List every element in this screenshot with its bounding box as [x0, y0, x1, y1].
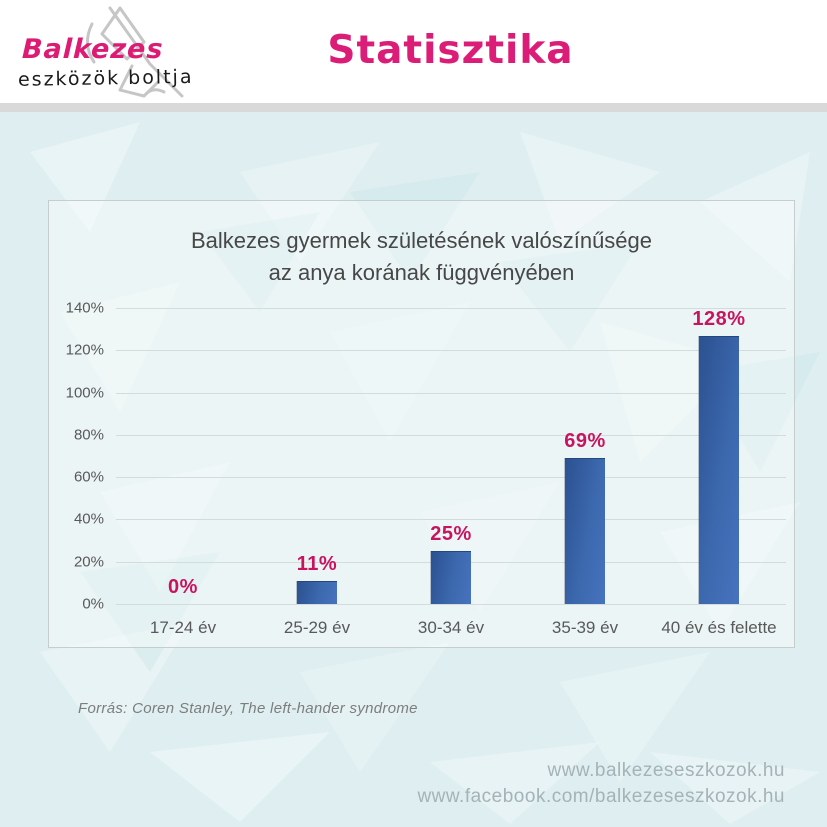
header: Balkezes eszközök boltja Statisztika: [0, 0, 827, 103]
hand-with-pen-sketch-icon: [86, 6, 184, 98]
y-axis-tick: 140%: [65, 299, 104, 317]
y-axis-tick: 20%: [73, 553, 104, 571]
header-divider: [0, 103, 827, 112]
bar-slot: 25%: [384, 308, 518, 604]
gridline: 80%: [74, 426, 786, 443]
gridline: 60%: [74, 469, 786, 486]
y-axis-tick: 40%: [73, 510, 104, 528]
bar-35-39: [565, 458, 605, 604]
bar-25-29: [297, 580, 337, 604]
x-axis-label: 25-29 év: [283, 618, 351, 637]
bar-value-label: 11%: [296, 552, 338, 575]
gridline: 120%: [66, 342, 786, 359]
gridline: 0%: [82, 596, 786, 613]
bar-slot: 11%: [250, 308, 384, 604]
bar-value-label: 69%: [564, 430, 606, 453]
x-axis-label: 30-34 év: [417, 618, 485, 637]
gridline: 140%: [66, 300, 786, 317]
gridline: 40%: [74, 511, 786, 528]
bars-container: 0% 11% 25% 69% 128%: [116, 308, 786, 604]
bar-slot: 128%: [652, 308, 786, 604]
chart-title: Balkezes gyermek születésének valószínűs…: [49, 225, 794, 289]
x-axis-label: 35-39 év: [551, 618, 619, 637]
y-axis-tick: 80%: [73, 426, 104, 444]
gridline: 100%: [66, 384, 786, 401]
footer-url-facebook: www.facebook.com/balkezeseszkozok.hu: [417, 785, 785, 807]
plot-area: 140% 120% 100% 80% 60% 40% 20% 0% 0% 11%…: [66, 300, 786, 613]
bar-slot: 0%: [116, 308, 250, 604]
bar-value-label: 25%: [430, 523, 472, 546]
footer-url-website: www.balkezeseszkozok.hu: [547, 760, 785, 781]
page-title: Statisztika: [327, 28, 574, 73]
chart-panel: Balkezes gyermek születésének valószínűs…: [48, 200, 795, 648]
y-axis-tick: 100%: [65, 384, 104, 402]
y-axis-tick: 0%: [82, 595, 104, 613]
logo: Balkezes eszközök boltja: [14, 4, 234, 102]
chart-title-line2: az anya korának függvényében: [268, 259, 575, 285]
chart-title-line1: Balkezes gyermek születésének valószínűs…: [190, 228, 653, 253]
x-axis-labels: 17-24 év 25-29 év 30-34 év 35-39 év 40 é…: [116, 618, 786, 638]
y-axis-tick: 60%: [73, 468, 104, 486]
x-axis-label: 17-24 év: [149, 618, 217, 637]
bar-slot: 69%: [518, 308, 652, 604]
footer: www.balkezeseszkozok.hu www.facebook.com…: [285, 758, 785, 809]
source-note: Forrás: Coren Stanley, The left-hander s…: [78, 700, 418, 717]
bar-40-plus: [699, 336, 739, 604]
x-axis-label: 40 év és felette: [661, 618, 777, 637]
bar-30-34: [431, 551, 471, 604]
bar-value-label: 128%: [692, 308, 746, 330]
bar-value-label: 0%: [168, 576, 198, 598]
y-axis-tick: 120%: [65, 341, 104, 359]
